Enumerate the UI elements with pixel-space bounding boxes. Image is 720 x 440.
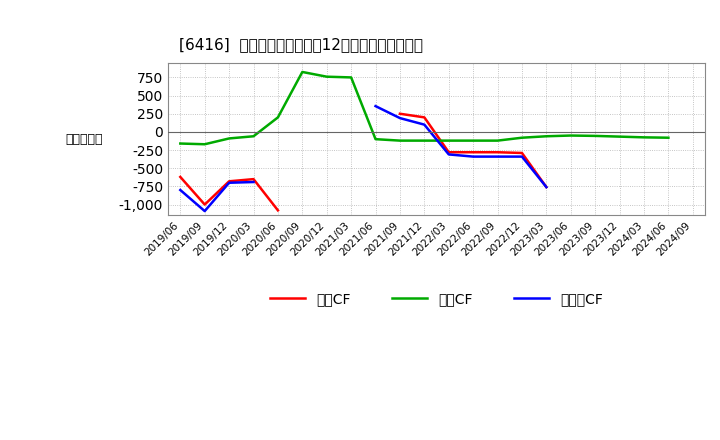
Legend: 営業CF, 投資CF, フリーCF: 営業CF, 投資CF, フリーCF <box>265 286 608 312</box>
投資CF <box>274 115 282 120</box>
Line: 営業CF: 営業CF <box>180 177 278 210</box>
営業CF <box>274 208 282 213</box>
投資CF <box>493 138 502 143</box>
フリーCF <box>176 187 184 193</box>
営業CF <box>225 179 233 184</box>
営業CF <box>200 202 209 207</box>
フリーCF <box>200 209 209 214</box>
投資CF <box>176 141 184 146</box>
投資CF <box>444 138 453 143</box>
投資CF <box>469 138 477 143</box>
投資CF <box>225 136 233 141</box>
Y-axis label: （百万円）: （百万円） <box>66 133 103 146</box>
投資CF <box>249 134 258 139</box>
投資CF <box>639 135 648 140</box>
投資CF <box>591 133 600 139</box>
投資CF <box>542 134 551 139</box>
投資CF <box>323 74 331 79</box>
Line: 投資CF: 投資CF <box>180 72 668 144</box>
フリーCF <box>249 180 258 185</box>
Text: [6416]  キャッシュフローの12か月移動合計の推移: [6416] キャッシュフローの12か月移動合計の推移 <box>179 37 423 52</box>
投資CF <box>616 134 624 139</box>
投資CF <box>664 135 672 140</box>
営業CF <box>249 176 258 182</box>
フリーCF <box>225 180 233 185</box>
投資CF <box>347 75 356 80</box>
投資CF <box>518 135 526 140</box>
Line: フリーCF: フリーCF <box>180 182 253 211</box>
投資CF <box>200 142 209 147</box>
投資CF <box>298 70 307 75</box>
投資CF <box>372 136 380 142</box>
投資CF <box>420 138 428 143</box>
営業CF <box>176 174 184 180</box>
投資CF <box>567 133 575 138</box>
投資CF <box>395 138 404 143</box>
